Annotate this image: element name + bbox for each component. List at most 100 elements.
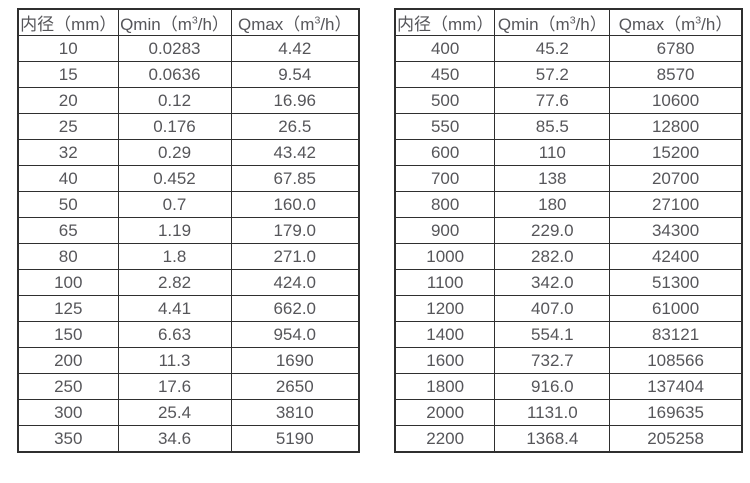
qmax-cell: 179.0 <box>230 217 360 244</box>
table-row: 1200 407.0 61000 <box>394 295 743 322</box>
qmin-cell: 138 <box>494 165 611 192</box>
table-row: 40 0.452 67.85 <box>17 165 360 192</box>
table-row: 10 0.0283 4.42 <box>17 35 360 62</box>
qmin-cell: 0.452 <box>117 165 232 192</box>
diameter-cell: 350 <box>17 425 119 453</box>
header-qmax: Qmax（m3/h） <box>230 8 360 36</box>
table-row: 500 77.6 10600 <box>394 87 743 114</box>
diameter-cell: 800 <box>394 191 496 218</box>
diameter-cell: 10 <box>17 35 119 62</box>
qmin-cell: 110 <box>494 139 611 166</box>
table-row: 65 1.19 179.0 <box>17 217 360 244</box>
table-row: 450 57.2 8570 <box>394 61 743 88</box>
table-body-right: 400 45.2 6780 450 57.2 8570 500 77.6 10600 550 85.… <box>394 35 743 453</box>
qmax-cell: 424.0 <box>230 269 360 296</box>
qmax-cell: 10600 <box>609 87 743 114</box>
diameter-cell: 25 <box>17 113 119 140</box>
qmin-cell: 77.6 <box>494 87 611 114</box>
qmax-cell: 108566 <box>609 347 743 374</box>
qmin-cell: 6.63 <box>117 321 232 348</box>
qmin-cell: 0.7 <box>117 191 232 218</box>
header-diameter: 内径（mm） <box>17 8 119 36</box>
qmax-cell: 2650 <box>230 373 360 400</box>
qmax-cell: 42400 <box>609 243 743 270</box>
qmax-cell: 662.0 <box>230 295 360 322</box>
qmin-cell: 732.7 <box>494 347 611 374</box>
table-row: 300 25.4 3810 <box>17 399 360 426</box>
qmax-cell: 169635 <box>609 399 743 426</box>
qmax-cell: 205258 <box>609 425 743 453</box>
table-row: 1100 342.0 51300 <box>394 269 743 296</box>
qmin-cell: 25.4 <box>117 399 232 426</box>
table-row: 900 229.0 34300 <box>394 217 743 244</box>
qmin-cell: 0.176 <box>117 113 232 140</box>
qmax-cell: 34300 <box>609 217 743 244</box>
diameter-cell: 900 <box>394 217 496 244</box>
diameter-cell: 400 <box>394 35 496 62</box>
diameter-cell: 600 <box>394 139 496 166</box>
table-row: 200 11.3 1690 <box>17 347 360 374</box>
qmin-cell: 229.0 <box>494 217 611 244</box>
qmin-cell: 180 <box>494 191 611 218</box>
table-row: 350 34.6 5190 <box>17 425 360 453</box>
diameter-cell: 100 <box>17 269 119 296</box>
table-row: 50 0.7 160.0 <box>17 191 360 218</box>
qmin-cell: 0.0283 <box>117 35 232 62</box>
qmax-cell: 271.0 <box>230 243 360 270</box>
diameter-cell: 2000 <box>394 399 496 426</box>
qmin-cell: 554.1 <box>494 321 611 348</box>
qmin-cell: 1.8 <box>117 243 232 270</box>
diameter-cell: 450 <box>394 61 496 88</box>
table-header-left: 内径（mm） Qmin（m3/h） Qmax（m3/h） <box>17 8 360 36</box>
header-qmax: Qmax（m3/h） <box>609 8 743 36</box>
diameter-cell: 1600 <box>394 347 496 374</box>
header-qmin: Qmin（m3/h） <box>494 8 611 36</box>
table-row: 2200 1368.4 205258 <box>394 425 743 453</box>
qmax-cell: 43.42 <box>230 139 360 166</box>
qmin-cell: 1131.0 <box>494 399 611 426</box>
table-row: 2000 1131.0 169635 <box>394 399 743 426</box>
qmin-cell: 11.3 <box>117 347 232 374</box>
diameter-cell: 15 <box>17 61 119 88</box>
qmax-cell: 20700 <box>609 165 743 192</box>
qmin-cell: 4.41 <box>117 295 232 322</box>
qmax-cell: 4.42 <box>230 35 360 62</box>
qmax-cell: 1690 <box>230 347 360 374</box>
diameter-cell: 2200 <box>394 425 496 453</box>
qmax-cell: 83121 <box>609 321 743 348</box>
qmax-cell: 61000 <box>609 295 743 322</box>
qmin-cell: 0.12 <box>117 87 232 114</box>
qmax-cell: 26.5 <box>230 113 360 140</box>
diameter-cell: 65 <box>17 217 119 244</box>
diameter-cell: 300 <box>17 399 119 426</box>
header-row: 内径（mm） Qmin（m3/h） Qmax（m3/h） <box>394 8 743 36</box>
table-row: 125 4.41 662.0 <box>17 295 360 322</box>
qmin-cell: 34.6 <box>117 425 232 453</box>
qmax-cell: 6780 <box>609 35 743 62</box>
flow-spec-page: 内径（mm） Qmin（m3/h） Qmax（m3/h） 10 0.0283 4.4… <box>17 8 743 453</box>
qmin-cell: 17.6 <box>117 373 232 400</box>
table-row: 80 1.8 271.0 <box>17 243 360 270</box>
qmax-cell: 27100 <box>609 191 743 218</box>
qmax-cell: 5190 <box>230 425 360 453</box>
table-body-left: 10 0.0283 4.42 15 0.0636 9.54 20 0.12 16.96 25 0.1… <box>17 35 360 453</box>
diameter-cell: 150 <box>17 321 119 348</box>
qmin-cell: 342.0 <box>494 269 611 296</box>
table-row: 1400 554.1 83121 <box>394 321 743 348</box>
qmax-cell: 12800 <box>609 113 743 140</box>
diameter-cell: 1100 <box>394 269 496 296</box>
diameter-cell: 200 <box>17 347 119 374</box>
qmax-cell: 16.96 <box>230 87 360 114</box>
diameter-cell: 700 <box>394 165 496 192</box>
diameter-cell: 1800 <box>394 373 496 400</box>
qmin-cell: 916.0 <box>494 373 611 400</box>
diameter-cell: 80 <box>17 243 119 270</box>
header-diameter: 内径（mm） <box>394 8 496 36</box>
diameter-cell: 500 <box>394 87 496 114</box>
table-row: 32 0.29 43.42 <box>17 139 360 166</box>
qmax-cell: 9.54 <box>230 61 360 88</box>
diameter-cell: 1000 <box>394 243 496 270</box>
qmin-cell: 1368.4 <box>494 425 611 453</box>
qmin-cell: 1.19 <box>117 217 232 244</box>
diameter-cell: 32 <box>17 139 119 166</box>
